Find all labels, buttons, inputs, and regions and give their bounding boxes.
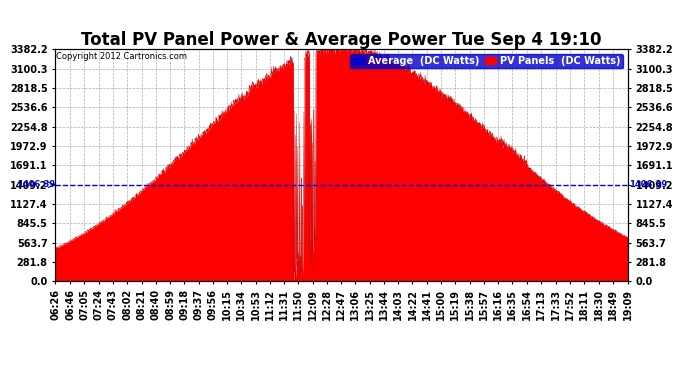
Text: 1406.39: 1406.39	[17, 180, 55, 189]
Text: Copyright 2012 Cartronics.com: Copyright 2012 Cartronics.com	[56, 52, 187, 61]
Title: Total PV Panel Power & Average Power Tue Sep 4 19:10: Total PV Panel Power & Average Power Tue…	[81, 31, 602, 49]
Text: 1406.39: 1406.39	[629, 180, 667, 189]
Legend: Average  (DC Watts), PV Panels  (DC Watts): Average (DC Watts), PV Panels (DC Watts)	[351, 54, 623, 69]
